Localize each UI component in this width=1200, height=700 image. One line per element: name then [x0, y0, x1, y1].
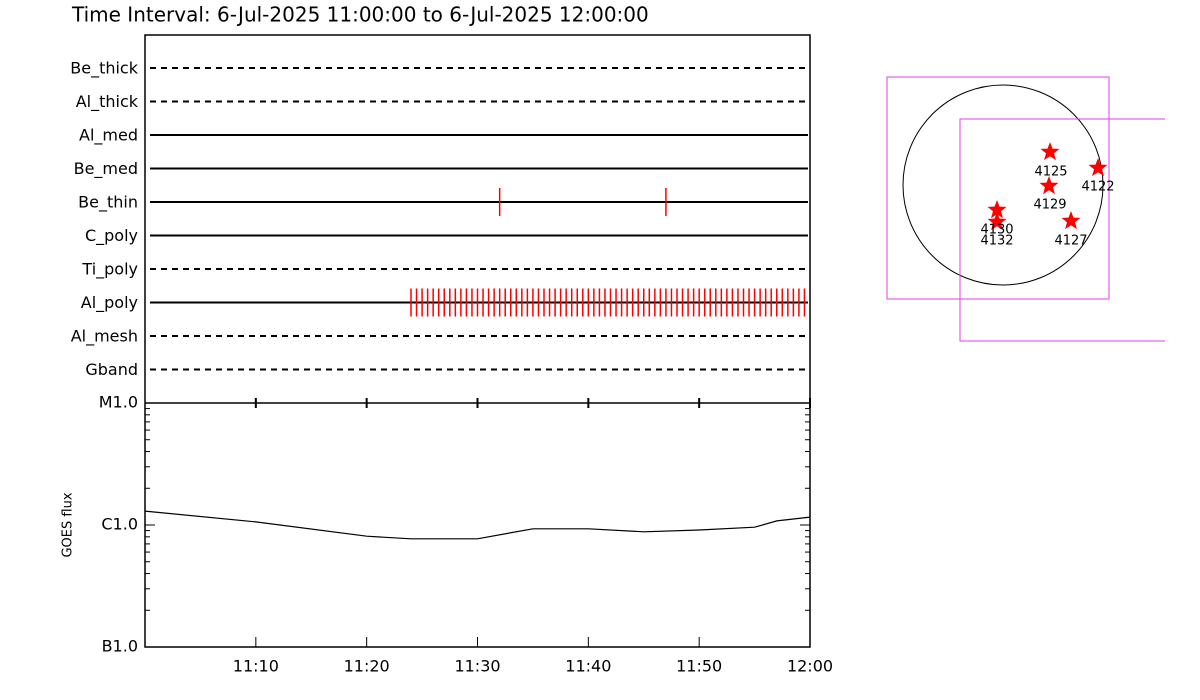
y-tick-label: M1.0: [99, 393, 138, 412]
region-label: 4127: [1054, 234, 1087, 249]
plot-frame: [144, 34, 811, 648]
x-tick-label: 11:40: [565, 657, 611, 676]
region-label: 4132: [980, 234, 1013, 249]
row-label: Ti_poly: [81, 260, 138, 280]
region-marker: [1039, 176, 1059, 195]
x-tick-label: 11:10: [233, 657, 279, 676]
region-marker: [987, 200, 1007, 219]
row-label: Al_med: [79, 126, 138, 146]
goes-flux-line: [144, 510, 811, 540]
region-marker: [1088, 158, 1108, 177]
x-tick-label: 11:50: [676, 657, 722, 676]
fov-box: [959, 118, 1165, 342]
chart-title: Time Interval: 6-Jul-2025 11:00:00 to 6-…: [71, 3, 649, 27]
y-tick-label: C1.0: [101, 515, 138, 534]
fov-box: [886, 76, 1110, 300]
row-label: Al_poly: [81, 293, 138, 313]
y-axis-label: GOES flux: [61, 492, 76, 557]
region-label: 4130: [980, 223, 1013, 238]
row-label: Be_med: [74, 159, 138, 179]
region-marker: [1040, 142, 1060, 161]
y-tick-label: B1.0: [102, 637, 138, 656]
x-tick-label: 11:20: [344, 657, 390, 676]
region-marker: [1061, 211, 1081, 230]
row-label: Gband: [85, 360, 138, 379]
row-label: C_poly: [85, 226, 138, 246]
row-label: Al_mesh: [71, 327, 138, 347]
row-label: Al_thick: [76, 92, 139, 112]
region-label: 4125: [1034, 165, 1067, 180]
region-label: 4129: [1033, 198, 1066, 213]
row-label: Be_thin: [78, 193, 138, 213]
x-tick-label: 11:30: [454, 657, 500, 676]
row-label: Be_thick: [70, 59, 138, 79]
region-marker: [987, 212, 1007, 231]
region-label: 4122: [1081, 180, 1114, 195]
solar-disk: [902, 84, 1104, 286]
x-tick-label: 12:00: [787, 657, 833, 676]
